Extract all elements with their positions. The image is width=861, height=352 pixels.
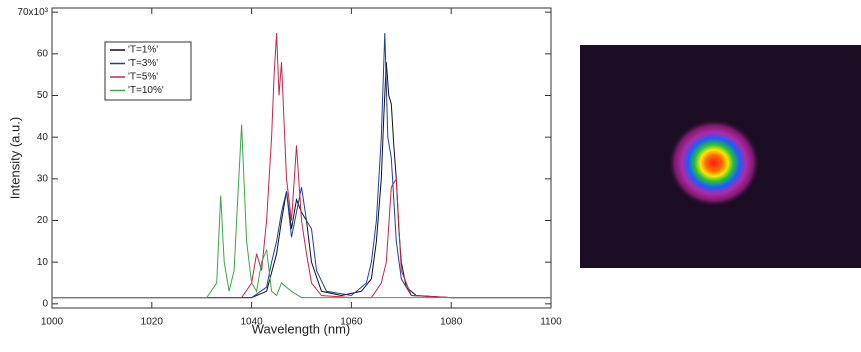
y-axis-title: Intensity (a.u.) [7, 117, 22, 199]
y-tick-label: 20 [37, 215, 49, 226]
x-tick-label: 1040 [240, 317, 263, 328]
spectrum-line [52, 32, 551, 299]
y-tick-label: 50 [37, 90, 49, 101]
x-tick-label: 1020 [141, 317, 164, 328]
y-tick-label: 60 [37, 48, 49, 59]
y-tick-label: 40 [37, 132, 49, 143]
x-tick-label: 1080 [440, 317, 463, 328]
legend-label: 'T=1%' [128, 45, 158, 56]
spectrum-line [52, 32, 551, 299]
x-axis-title: Wavelength (nm) [252, 321, 351, 336]
x-tick-label: 1100 [540, 317, 562, 328]
x-tick-label: 1000 [41, 317, 64, 328]
spectrum-line [52, 124, 551, 299]
legend-label: 'T=5%' [128, 72, 158, 83]
legend-label: 'T=3%' [128, 58, 158, 69]
plot-frame [51, 7, 552, 309]
y-tick-label: 0 [42, 298, 48, 309]
legend-label: 'T=10%' [128, 85, 164, 96]
y-tick-label: 70x10³ [17, 7, 48, 18]
y-tick-label: 10 [37, 257, 49, 268]
x-tick-label: 1060 [340, 317, 363, 328]
beam-spot [668, 119, 760, 207]
y-tick-label: 30 [37, 173, 49, 184]
